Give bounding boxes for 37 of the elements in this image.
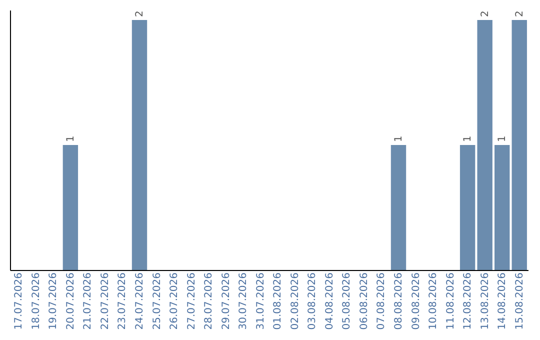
- x-tick-label: 06.08.2026: [358, 272, 370, 330]
- x-tick-label: 01.08.2026: [272, 272, 284, 330]
- x-tick-label: 25.07.2026: [152, 272, 163, 330]
- data-label: 1: [394, 136, 404, 142]
- x-tick-label: 09.08.2026: [410, 272, 422, 330]
- data-label: 2: [514, 10, 526, 17]
- data-label: 2: [480, 10, 491, 17]
- x-tick-label: 04.08.2026: [324, 272, 336, 330]
- x-tick-label: 05.08.2026: [342, 272, 353, 330]
- data-label: 1: [65, 136, 76, 142]
- x-tick-label: 18.07.2026: [30, 272, 42, 330]
- x-tick-label: 23.07.2026: [117, 272, 128, 330]
- data-label: 1: [462, 136, 474, 142]
- x-tick-label: 30.07.2026: [238, 272, 250, 330]
- x-tick-label: 15.08.2026: [514, 272, 526, 330]
- x-tick-label: 12.08.2026: [462, 272, 474, 330]
- x-tick-label: 27.07.2026: [186, 272, 198, 330]
- x-tick-label: 31.07.2026: [255, 272, 266, 330]
- x-tick-label: 26.07.2026: [169, 272, 180, 330]
- x-tick-label: 11.08.2026: [445, 272, 456, 330]
- x-tick-label: 24.07.2026: [134, 272, 146, 330]
- data-label: 2: [134, 10, 146, 17]
- x-tick-label: 14.08.2026: [497, 272, 508, 330]
- x-tick-label: 28.07.2026: [204, 272, 215, 330]
- x-tick-label: 03.08.2026: [307, 272, 318, 330]
- x-tick-label: 08.08.2026: [394, 272, 404, 330]
- x-tick-label: 17.07.2026: [14, 272, 25, 330]
- x-tick-label: 29.07.2026: [220, 272, 232, 330]
- x-tick-label: 22.07.2026: [100, 272, 111, 330]
- x-tick-label: 19.07.2026: [48, 272, 60, 330]
- x-tick-label: 21.07.2026: [82, 272, 94, 330]
- x-tick-label: 13.08.2026: [480, 272, 491, 330]
- x-tick-label: 20.07.2026: [65, 272, 76, 330]
- x-tick-label: 10.08.2026: [428, 272, 440, 330]
- data-label: 1: [497, 136, 508, 142]
- x-tick-label: 07.08.2026: [376, 272, 388, 330]
- x-tick-label: 02.08.2026: [290, 272, 301, 330]
